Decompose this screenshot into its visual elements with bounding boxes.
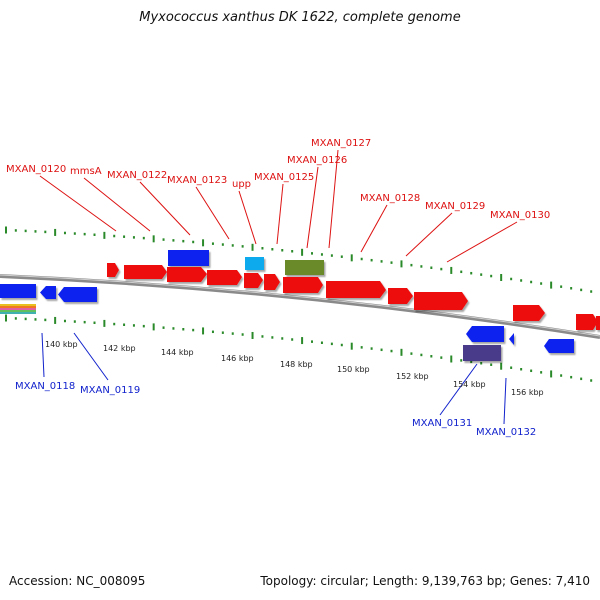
gene-arrow-reverse[interactable]: [0, 284, 36, 298]
gene-arrow-reverse[interactable]: [509, 333, 514, 345]
topology-summary: Topology: circular; Length: 9,139,763 bp…: [260, 574, 590, 588]
leader-line: [360, 204, 388, 253]
feature-stripe-yellow: [0, 304, 36, 306]
gene-box-forward-olive[interactable]: [285, 260, 324, 275]
gene-label-reverse[interactable]: MXAN_0119: [80, 385, 140, 396]
genome-backbone-highlight: [0, 274, 600, 337]
leader-line: [446, 221, 518, 263]
gene-labels: MXAN_0120 mmsA MXAN_0122 MXAN_0123 uppMXAN_0…: [6, 138, 550, 438]
gene-label-reverse[interactable]: MXAN_0132: [476, 427, 536, 438]
gene-arrow-forward[interactable]: [388, 288, 413, 304]
gene-arrow-forward[interactable]: [326, 281, 386, 298]
gene-label-forward[interactable]: MXAN_0120: [6, 164, 66, 175]
gene-label-forward[interactable]: MXAN_0130: [490, 210, 550, 221]
scale-labels: 140 kbp 142 kbp 144 kbp 146 kbp 148 kbp 150 k…: [45, 340, 544, 397]
leader-line: [73, 332, 109, 381]
leader-line: [276, 183, 284, 245]
scale-label: 144 kbp: [161, 348, 194, 357]
feature-stripe-green: [0, 310, 36, 312]
leader-line: [328, 149, 339, 249]
leader-line: [39, 175, 117, 232]
leader-line: [238, 190, 257, 245]
leader-line: [139, 181, 191, 236]
gene-arrow-reverse[interactable]: [544, 339, 574, 353]
gene-label-reverse[interactable]: MXAN_0118: [15, 381, 75, 392]
scale-label: 152 kbp: [396, 372, 429, 381]
gene-label-forward[interactable]: MXAN_0127: [311, 138, 371, 149]
leader-line: [306, 166, 319, 249]
gene-arrow-forward[interactable]: [283, 277, 323, 293]
gene-box-forward-cyan[interactable]: [245, 257, 264, 270]
gene-label-forward[interactable]: MXAN_0122: [107, 170, 167, 181]
accession-label: Accession: NC_008095: [9, 574, 146, 588]
gene-arrow-forward[interactable]: [124, 265, 167, 279]
gene-arrow-forward[interactable]: [513, 305, 545, 321]
gene-label-forward[interactable]: MXAN_0125: [254, 172, 314, 183]
gene-label-forward[interactable]: MXAN_0123: [167, 175, 227, 186]
scale-label: 146 kbp: [221, 354, 254, 363]
leader-line: [83, 177, 151, 232]
scale-label: 156 kbp: [511, 388, 544, 397]
gene-arrow-reverse[interactable]: [40, 286, 56, 299]
gene-label-forward[interactable]: mmsA: [70, 166, 102, 177]
gene-arrow-forward[interactable]: [596, 316, 600, 330]
gene-label-reverse[interactable]: MXAN_0131: [412, 418, 472, 429]
gene-label-forward[interactable]: MXAN_0126: [287, 155, 347, 166]
scale-label: 140 kbp: [45, 340, 78, 349]
scale-label: 148 kbp: [280, 360, 313, 369]
map-title: Myxococcus xanthus DK 1622, complete gen…: [139, 10, 461, 25]
scale-label: 142 kbp: [103, 344, 136, 353]
scale-label: 154 kbp: [453, 380, 486, 389]
inner-tick-ruler: [5, 314, 593, 382]
scale-label: 150 kbp: [337, 365, 370, 374]
gene-box-forward-blue[interactable]: [168, 250, 209, 266]
feature-stripe-pink: [0, 308, 36, 310]
gene-arrow-forward[interactable]: [207, 270, 242, 285]
gene-arrow-forward[interactable]: [244, 273, 263, 288]
gene-arrow-reverse[interactable]: [58, 287, 97, 302]
feature-stripe-teal: [0, 312, 36, 314]
gene-arrow-forward[interactable]: [107, 263, 119, 277]
feature-stripe-orange: [0, 306, 36, 308]
gene-label-forward[interactable]: MXAN_0128: [360, 193, 420, 204]
gene-arrow-forward[interactable]: [576, 314, 598, 330]
gene-arrow-forward[interactable]: [264, 274, 280, 290]
gene-arrow-reverse[interactable]: [466, 326, 504, 342]
leader-line: [195, 186, 230, 240]
leader-line: [439, 363, 478, 416]
outer-tick-ruler: [5, 226, 593, 293]
gene-label-leaders: [39, 149, 518, 425]
gene-label-forward[interactable]: MXAN_0129: [425, 201, 485, 212]
leader-line: [41, 332, 45, 378]
leader-line: [503, 377, 507, 425]
leader-line: [405, 212, 453, 257]
gene-arrow-forward[interactable]: [414, 292, 468, 310]
gene-box-reverse-purple[interactable]: [463, 345, 501, 361]
gene-label-forward[interactable]: upp: [232, 179, 251, 190]
gene-arrow-forward[interactable]: [167, 267, 207, 282]
genome-backbone: [0, 274, 600, 339]
